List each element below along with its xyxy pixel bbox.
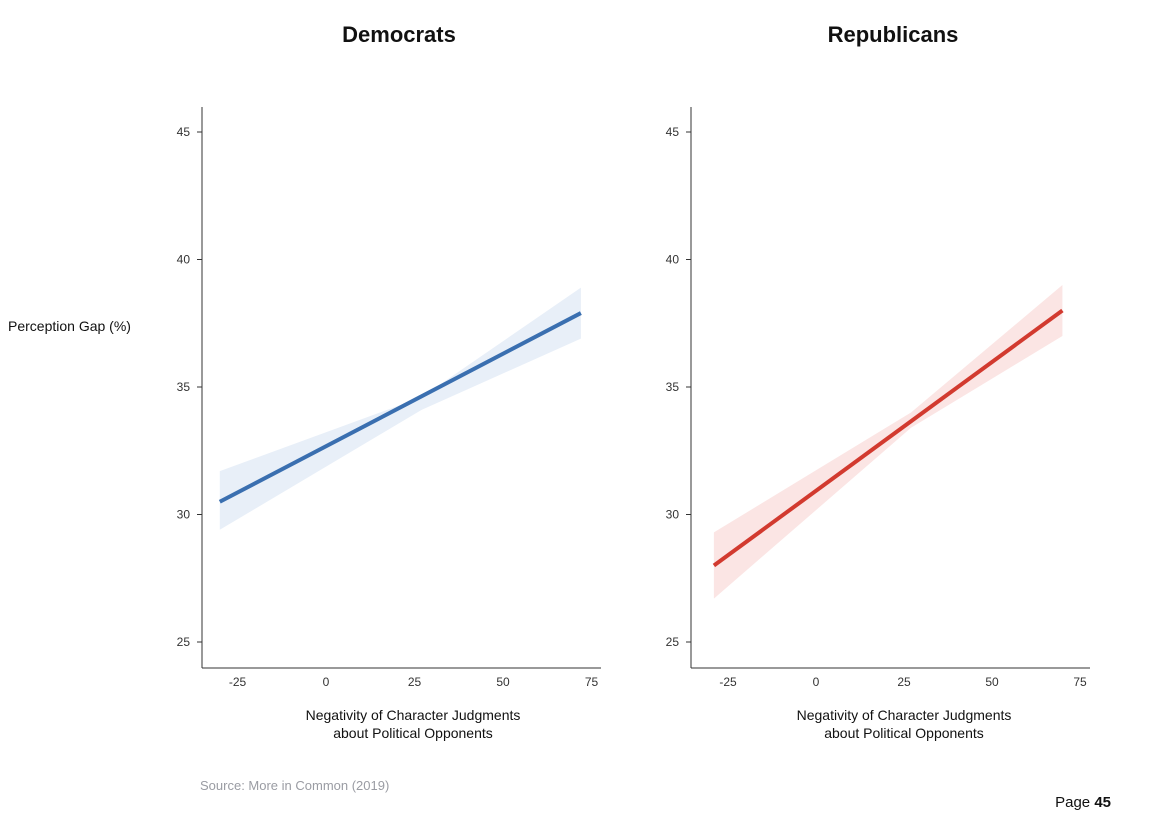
- republicans-confidence-band: [713, 285, 1063, 599]
- republicans-x-tick-label: 50: [985, 675, 999, 689]
- democrats-x-axis-label-line2: about Political Opponents: [333, 725, 493, 741]
- page-number-value: 45: [1094, 794, 1111, 811]
- democrats-y-tick-label: 35: [177, 380, 191, 394]
- republicans-x-axis-label-line1: Negativity of Character Judgments: [796, 707, 1012, 723]
- democrats-chart-title: Democrats: [342, 22, 456, 47]
- republicans-x-tick-label: 75: [1073, 675, 1087, 689]
- democrats-trend-line: [218, 311, 582, 504]
- republicans-y-tick-label: 30: [666, 508, 680, 522]
- democrats-x-tick-label: 25: [408, 675, 422, 689]
- republicans-x-tick-label: 0: [813, 675, 820, 689]
- republicans-trend-line: [712, 308, 1064, 568]
- y-axis-label: Perception Gap (%): [8, 318, 131, 334]
- republicans-x-tick-label: -25: [719, 675, 737, 689]
- republicans-y-tick-label: 25: [666, 635, 680, 649]
- page-number: Page 45: [1055, 794, 1111, 811]
- democrats-x-axis-label-line1: Negativity of Character Judgments: [305, 707, 521, 723]
- democrats-x-tick-label: 0: [323, 675, 330, 689]
- democrats-y-tick-label: 45: [177, 125, 191, 139]
- republicans-y-tick-label: 45: [666, 125, 680, 139]
- democrats-y-tick-label: 40: [177, 253, 191, 267]
- republicans-plot: 25 30 35 40 45 -25 0 25 50 75: [666, 107, 1090, 689]
- page-label: Page: [1055, 794, 1091, 811]
- republicans-y-tick-label: 40: [666, 253, 680, 267]
- democrats-plot: 25 30 35 40 45 -25 0 25 50 75: [177, 107, 601, 689]
- democrats-x-tick-label: -25: [229, 675, 247, 689]
- democrats-x-tick-label: 75: [585, 675, 599, 689]
- republicans-chart-title: Republicans: [827, 22, 959, 47]
- republicans-x-tick-label: 25: [897, 675, 911, 689]
- republicans-y-tick-label: 35: [666, 380, 680, 394]
- source-note: Source: More in Common (2019): [200, 778, 390, 793]
- democrats-y-tick-label: 25: [177, 635, 191, 649]
- democrats-x-axis-label: Negativity of Character Judgments about …: [233, 706, 593, 742]
- republicans-x-axis-label-line2: about Political Opponents: [824, 725, 984, 741]
- democrats-y-tick-label: 30: [177, 508, 191, 522]
- republicans-x-axis-label: Negativity of Character Judgments about …: [724, 706, 1084, 742]
- democrats-x-tick-label: 50: [496, 675, 510, 689]
